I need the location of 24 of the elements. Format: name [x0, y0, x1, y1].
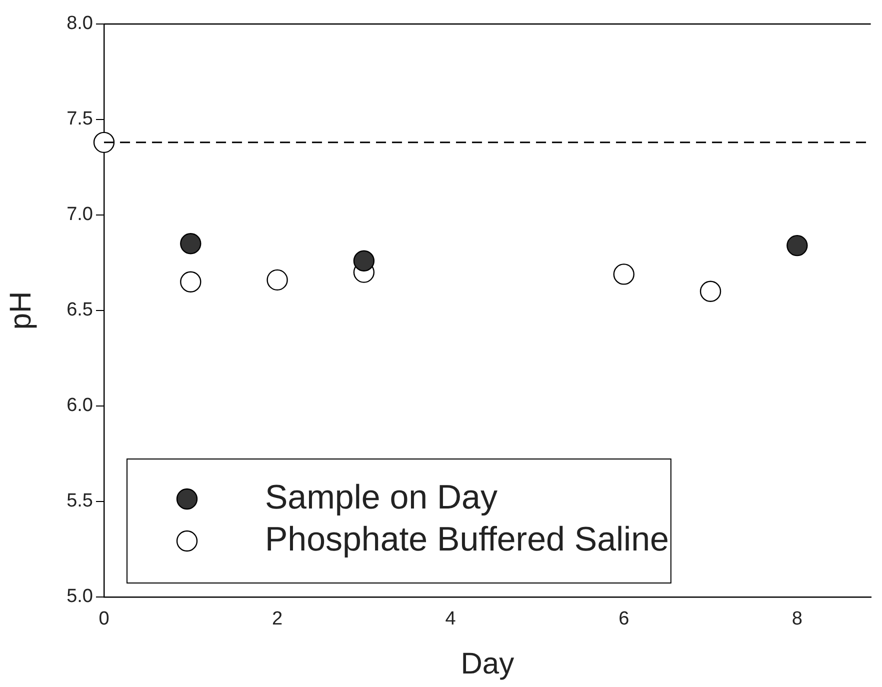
- x-tick-label: 2: [272, 608, 283, 630]
- x-tick-label: 8: [792, 608, 802, 630]
- y-tick-label: 6.0: [66, 395, 93, 416]
- y-axis-title: pH: [4, 291, 38, 330]
- point: [180, 233, 202, 254]
- point: [613, 264, 634, 285]
- point: [266, 269, 288, 291]
- x-tick-label: 4: [445, 608, 456, 630]
- x-tick-label: 0: [98, 608, 110, 630]
- point: [353, 250, 375, 272]
- point: [93, 132, 115, 154]
- x-axis-title: Day: [460, 647, 514, 680]
- point: [180, 271, 202, 292]
- y-tick-label: 5.0: [66, 586, 93, 608]
- point: [700, 280, 722, 302]
- point: [786, 234, 808, 256]
- x-tick-label: 6: [618, 608, 630, 630]
- y-tick-label: 7.5: [66, 108, 93, 130]
- y-tick-label: 8.0: [66, 13, 93, 34]
- legend-label: Sample on Day: [265, 478, 498, 516]
- y-tick-label: 7.0: [66, 204, 93, 226]
- y-tick-label: 5.5: [66, 490, 93, 512]
- legend-label: Phosphate Buffered Saline: [265, 520, 669, 558]
- y-tick-label: 6.5: [66, 300, 93, 321]
